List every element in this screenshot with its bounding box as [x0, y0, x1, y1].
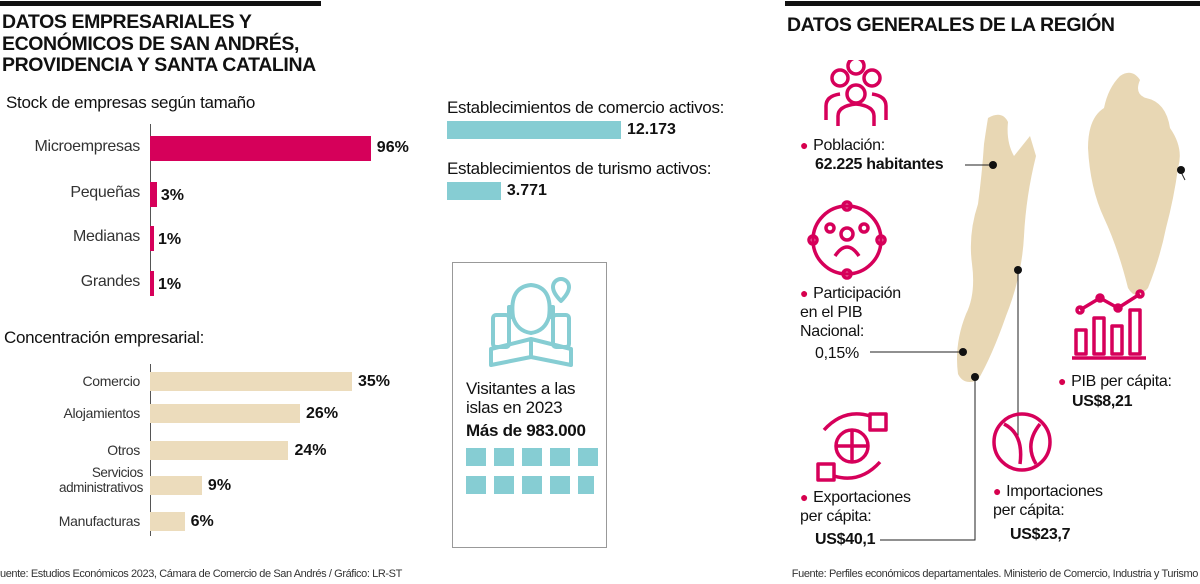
network-people-icon: [807, 200, 887, 280]
bar-label: Manufacturas: [58, 513, 141, 529]
bar: [150, 182, 157, 207]
poblacion-label: Población:: [813, 137, 885, 154]
bar-value: 3.771: [506, 182, 547, 199]
bar-label: Medianas: [73, 228, 140, 245]
footer-left: uente: Estudios Económicos 2023, Cámara …: [0, 568, 402, 580]
import-stat: ● Importaciones per cápita:: [993, 483, 1103, 519]
bar-value: 12.173: [627, 121, 676, 138]
visitor-square: [522, 448, 542, 466]
bar-value: 9%: [207, 477, 232, 494]
globe-export-icon: [816, 412, 888, 482]
bar-value: 3%: [160, 187, 185, 204]
visitor-square: [550, 448, 570, 466]
export-stat: ● Exportaciones per cápita:: [800, 489, 911, 525]
san-andres-island: [957, 114, 1036, 383]
islands-map: [807, 60, 1186, 541]
bar-value: 24%: [294, 442, 327, 459]
pib-value: 0,15%: [815, 345, 859, 362]
visitor-square: [494, 476, 514, 494]
chart1-axis: [150, 124, 151, 296]
bar-label: Alojamientos: [63, 405, 140, 421]
bar: [150, 404, 301, 423]
people-group-icon: [824, 60, 888, 126]
bar: [150, 441, 289, 460]
bar-label: Grandes: [80, 273, 141, 290]
chart1-title: Stock de empresas según tamaño: [6, 93, 255, 112]
chart2-title: Concentración empresarial:: [4, 328, 205, 347]
region-title: DATOS GENERALES DE LA REGIÓN: [787, 14, 1115, 36]
bar-value: 1%: [158, 276, 182, 293]
providencia-island: [1088, 72, 1180, 295]
bar: [447, 182, 501, 200]
visitor-square: [494, 448, 514, 466]
bar-label: Otros: [107, 442, 140, 458]
bar-label: Establecimientos de comercio activos:: [447, 98, 725, 117]
visitor-square: [466, 448, 486, 466]
bar-label: Servicios administrativos: [53, 465, 143, 495]
import-value: US$23,7: [1010, 526, 1071, 543]
bar-value: 35%: [357, 373, 390, 390]
export-value: US$40,1: [815, 531, 876, 548]
bar: [447, 121, 621, 139]
visitor-square: [578, 476, 594, 494]
visitor-square: [550, 476, 570, 494]
pib-label: Participación en el PIB Nacional:: [800, 285, 901, 340]
bar-label: Comercio: [82, 373, 140, 389]
pibpc-label: PIB per cápita:: [1071, 373, 1172, 390]
bar-value: 1%: [158, 231, 182, 248]
footer-right: Fuente: Perfiles económicos departamenta…: [791, 568, 1199, 580]
visitor-square: [466, 476, 486, 494]
bar-label: Microempresas: [34, 138, 141, 155]
poblacion-value: 62.225 habitantes: [815, 156, 944, 173]
bar-label: Establecimientos de turismo activos:: [447, 159, 712, 178]
visitors-value: Más de 983.000: [466, 421, 586, 440]
import-label: Importaciones per cápita:: [993, 483, 1103, 519]
bar-value: 6%: [190, 513, 214, 530]
top-rule-right: [785, 1, 1200, 6]
export-label: Exportaciones per cápita:: [800, 489, 911, 525]
bar-label: Pequeñas: [70, 184, 140, 201]
growth-chart-icon: [1072, 289, 1146, 360]
top-rule-left: [0, 1, 321, 6]
bar-label-text: Servicios administrativos: [58, 465, 143, 495]
bar-value: 26%: [306, 405, 339, 422]
bar: [150, 372, 352, 391]
bar: [150, 226, 154, 251]
main-title: DATOS EMPRESARIALES Y ECONÓMICOS DE SAN …: [2, 11, 316, 76]
bar: [150, 476, 202, 495]
pib-stat: ● Participación en el PIB Nacional:: [800, 285, 901, 340]
tourist-with-map-icon: [489, 277, 573, 367]
bar-value: 96%: [376, 139, 409, 156]
bar: [150, 512, 185, 531]
visitor-square: [578, 448, 598, 466]
globe-import-icon: [992, 412, 1052, 472]
poblacion-stat: ● Población: 62.225 habitantes: [800, 137, 944, 173]
pibpc-stat: ● PIB per cápita:: [1058, 373, 1172, 390]
bar: [150, 136, 371, 161]
bar: [150, 271, 154, 296]
visitor-square: [522, 476, 542, 494]
pibpc-value: US$8,21: [1072, 393, 1133, 410]
visitors-box: Visitantes a las islas en 2023 Más de 98…: [452, 262, 607, 548]
visitors-label: Visitantes a las islas en 2023: [466, 379, 576, 417]
